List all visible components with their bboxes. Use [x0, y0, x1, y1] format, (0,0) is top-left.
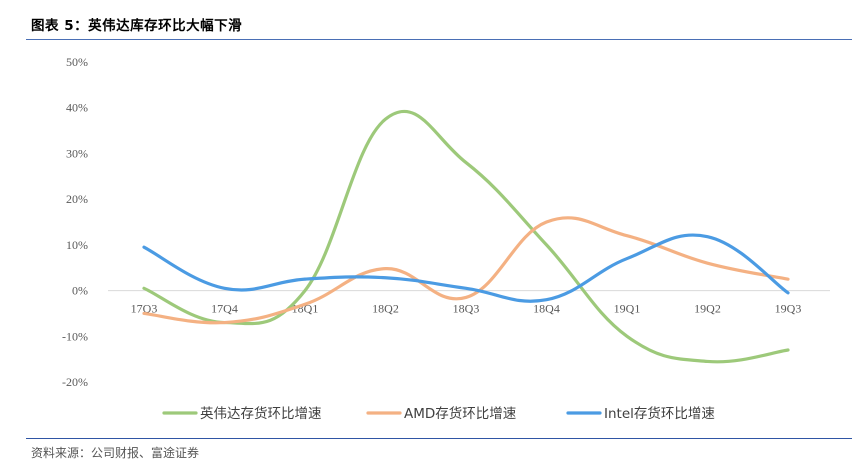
title-divider: [26, 39, 852, 40]
source-note: 资料来源：公司财报、富途证券: [31, 446, 200, 460]
x-tick-label: 17Q4: [211, 302, 238, 316]
y-tick-label: 10%: [66, 238, 88, 252]
y-tick-label: -20%: [62, 375, 88, 389]
y-tick-label: -10%: [62, 329, 88, 343]
x-tick-label: 19Q2: [694, 302, 721, 316]
series-lines: [142, 109, 790, 364]
y-tick-label: 20%: [66, 192, 88, 206]
x-tick-label: 19Q3: [775, 302, 802, 316]
x-tick-label: 17Q3: [131, 302, 158, 316]
series-line-1: [142, 109, 790, 364]
legend-label: 英伟达存货环比增速: [200, 405, 322, 422]
x-tick-label: 18Q2: [372, 302, 399, 316]
series-line-3: [142, 233, 790, 303]
legend-label: Intel存货环比增速: [604, 405, 715, 422]
y-tick-label: 50%: [66, 55, 88, 69]
y-tick-label: 30%: [66, 146, 88, 160]
y-axis-ticks: -20% -10% 0% 10% 20% 30% 40% 50%: [62, 55, 88, 389]
x-axis-ticks: 17Q3 17Q4 18Q1 18Q2 18Q3 18Q4 19Q1 19Q2 19Q3: [131, 302, 802, 316]
series-line-2: [142, 216, 790, 325]
x-tick-label: 18Q3: [453, 302, 480, 316]
legend-label: AMD存货环比增速: [404, 405, 516, 422]
y-tick-label: 40%: [66, 101, 88, 115]
footer-divider: [26, 438, 852, 439]
x-tick-label: 18Q4: [533, 302, 560, 316]
x-tick-label: 19Q1: [614, 302, 641, 316]
figure-title: 图表 5：英伟达库存环比大幅下滑: [31, 18, 243, 34]
y-tick-label: 0%: [72, 284, 88, 298]
chart-legend: 英伟达存货环比增速 AMD存货环比增速 Intel存货环比增速: [162, 405, 715, 422]
